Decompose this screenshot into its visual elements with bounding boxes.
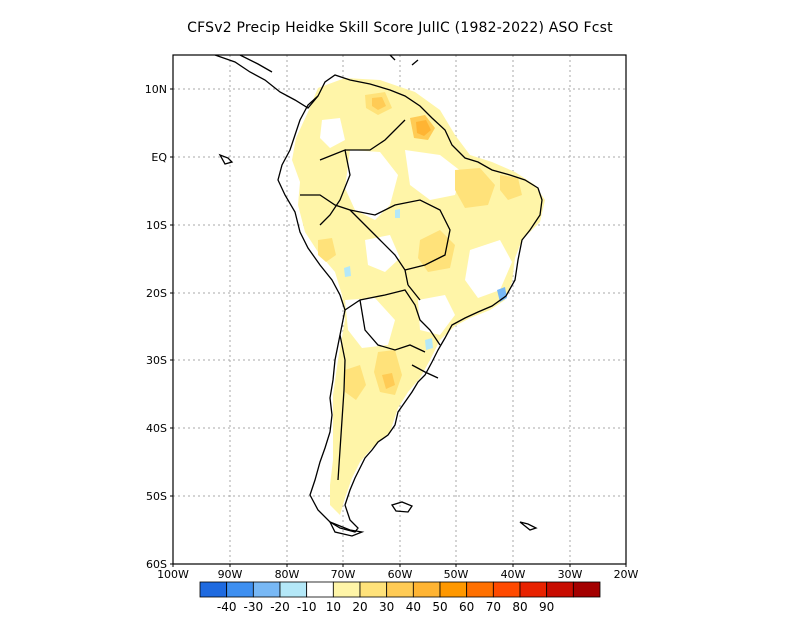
colorbar-swatch	[519, 581, 548, 598]
colorbar-label: -40	[217, 600, 237, 614]
colorbar-label: 10	[326, 600, 341, 614]
colorbar-label: 40	[406, 600, 421, 614]
colorbar-swatch	[332, 581, 361, 598]
lat-label: EQ	[151, 151, 167, 164]
colorbar-swatch	[386, 581, 414, 598]
colorbar-swatch	[279, 581, 308, 598]
lat-label: 10N	[145, 83, 167, 96]
colorbar-swatch	[546, 581, 574, 598]
map-title: CFSv2 Precip Heidke Skill Score JulIC (1…	[187, 20, 613, 36]
colorbar-label: 90	[539, 600, 554, 614]
colorbar-label: -30	[244, 600, 264, 614]
lat-label: 10S	[146, 219, 167, 232]
colorbar-swatch	[199, 581, 228, 598]
colorbar	[199, 581, 601, 598]
colorbar-label: 20	[352, 600, 367, 614]
colorbar-swatch	[252, 581, 281, 598]
lon-label: 100W	[157, 568, 189, 581]
lon-label: 80W	[275, 568, 300, 581]
colorbar-swatch	[466, 581, 494, 598]
colorbar-label: 30	[379, 600, 394, 614]
skill-shading	[292, 78, 545, 515]
colorbar-swatch	[412, 581, 441, 598]
lon-label: 50W	[444, 568, 469, 581]
lat-label: 20S	[146, 287, 167, 300]
lat-label: 30S	[146, 354, 167, 367]
colorbar-label: -10	[297, 600, 317, 614]
lat-label: 50S	[146, 490, 167, 503]
colorbar-swatch	[306, 581, 334, 598]
colorbar-labels: -40 -30 -20 -10 10 20 30 40 50 60 70 80 90	[217, 600, 554, 614]
colorbar-label: 70	[486, 600, 501, 614]
colorbar-label: -20	[270, 600, 290, 614]
lat-label: 60S	[146, 558, 167, 571]
lon-label: 70W	[331, 568, 356, 581]
colorbar-swatch	[492, 581, 521, 598]
lon-label: 40W	[501, 568, 526, 581]
coastlines	[214, 55, 543, 537]
colorbar-swatch	[359, 581, 388, 598]
lon-label: 30W	[558, 568, 583, 581]
lon-label: 60W	[388, 568, 413, 581]
colorbar-swatch	[226, 581, 254, 598]
colorbar-label: 60	[459, 600, 474, 614]
lon-label: 90W	[218, 568, 243, 581]
lon-label: 20W	[614, 568, 639, 581]
lat-label: 40S	[146, 422, 167, 435]
colorbar-label: 50	[432, 600, 447, 614]
longitude-labels: 100W 90W 80W 70W 60W 50W 40W 30W 20W	[157, 564, 639, 581]
latitude-labels: 10N EQ 10S 20S 30S 40S 50S 60S	[145, 83, 173, 571]
colorbar-swatch	[572, 581, 601, 598]
colorbar-label: 80	[512, 600, 527, 614]
colorbar-swatch	[439, 581, 468, 598]
